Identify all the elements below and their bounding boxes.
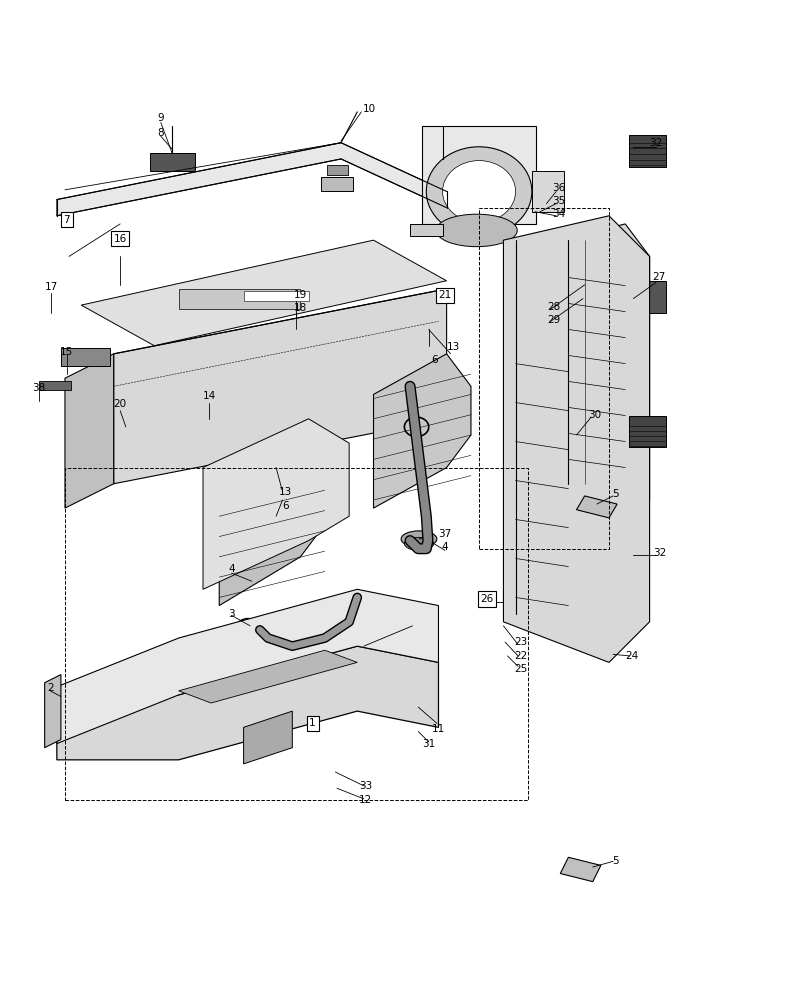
Text: 37: 37	[438, 529, 451, 539]
Text: 23: 23	[514, 637, 527, 647]
Text: 26: 26	[480, 594, 493, 604]
Text: 12: 12	[358, 795, 371, 805]
Text: 2: 2	[47, 683, 54, 693]
Text: 18: 18	[294, 303, 307, 313]
Polygon shape	[114, 289, 446, 484]
Text: 10: 10	[363, 104, 375, 114]
Polygon shape	[57, 143, 446, 216]
Text: 32: 32	[652, 548, 665, 558]
Ellipse shape	[401, 531, 436, 547]
Text: 5: 5	[611, 489, 618, 499]
Text: 34: 34	[551, 209, 564, 219]
Text: 6: 6	[431, 355, 437, 365]
Text: 7: 7	[63, 215, 70, 225]
Text: 36: 36	[551, 183, 564, 193]
Ellipse shape	[426, 147, 531, 236]
Polygon shape	[203, 419, 349, 589]
Text: 13: 13	[446, 342, 459, 352]
Bar	[61, 348, 109, 366]
Bar	[327, 165, 347, 175]
Polygon shape	[560, 224, 649, 532]
Text: 21: 21	[438, 290, 451, 300]
Text: 16: 16	[114, 234, 127, 244]
Text: 35: 35	[551, 196, 564, 206]
Text: 32: 32	[649, 138, 662, 148]
Text: 5: 5	[611, 856, 618, 866]
Text: 1: 1	[309, 718, 315, 728]
Bar	[629, 135, 665, 167]
Ellipse shape	[442, 161, 515, 222]
Text: 28: 28	[547, 302, 560, 312]
Bar	[410, 224, 442, 236]
Text: 27: 27	[652, 272, 665, 282]
Text: 31: 31	[422, 739, 435, 749]
Polygon shape	[560, 857, 600, 882]
Text: 30: 30	[587, 410, 600, 420]
Bar	[150, 153, 195, 171]
Ellipse shape	[436, 214, 517, 247]
Text: 25: 25	[514, 664, 527, 674]
Text: 38: 38	[32, 383, 45, 393]
Polygon shape	[373, 354, 470, 508]
Text: 24: 24	[624, 651, 637, 661]
Text: 15: 15	[60, 347, 73, 357]
Ellipse shape	[404, 537, 433, 550]
Bar	[243, 291, 308, 301]
Text: 14: 14	[203, 391, 216, 401]
Text: 22: 22	[514, 651, 527, 661]
Bar	[478, 208, 608, 549]
Polygon shape	[503, 216, 649, 662]
Polygon shape	[572, 240, 637, 581]
Bar	[178, 289, 300, 309]
Text: 9: 9	[157, 113, 164, 123]
Text: 3: 3	[228, 609, 234, 619]
Text: 8: 8	[157, 128, 164, 138]
Polygon shape	[81, 240, 446, 346]
Polygon shape	[57, 589, 438, 744]
Bar	[320, 177, 353, 191]
Polygon shape	[219, 443, 324, 606]
Text: 33: 33	[358, 781, 371, 791]
Bar	[422, 126, 535, 224]
Bar	[65, 468, 527, 800]
Bar	[39, 381, 71, 390]
Text: 20: 20	[114, 399, 127, 409]
Text: 6: 6	[282, 501, 289, 511]
Text: 17: 17	[45, 282, 58, 292]
Text: 4: 4	[228, 564, 234, 574]
Text: 19: 19	[294, 290, 307, 300]
Polygon shape	[57, 646, 438, 760]
Bar	[531, 171, 564, 212]
Polygon shape	[243, 711, 292, 764]
Bar	[629, 416, 665, 447]
Text: 11: 11	[431, 724, 444, 734]
Text: 13: 13	[279, 487, 292, 497]
Polygon shape	[45, 675, 61, 748]
Text: 4: 4	[441, 542, 448, 552]
Polygon shape	[178, 650, 357, 703]
Bar	[629, 281, 665, 313]
Polygon shape	[576, 496, 616, 518]
Polygon shape	[65, 354, 114, 508]
Text: 29: 29	[547, 315, 560, 325]
